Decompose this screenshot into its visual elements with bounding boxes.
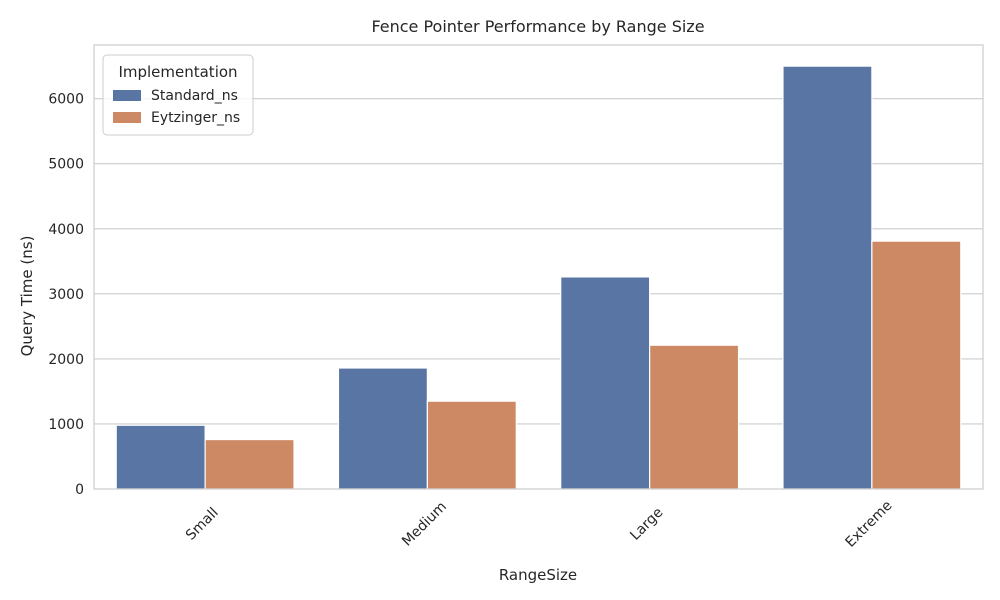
bar-standard-ns-medium [337,367,428,490]
legend-title: Implementation [118,63,237,81]
plot-frame [93,44,984,490]
x-tick-label: Large [627,505,666,544]
bar-standard-ns-large [560,276,651,490]
x-tick-label: Extreme [843,498,896,551]
y-tick-label: 5000 [48,157,84,173]
legend: Implementation Standard_ns Eytzinger_ns [102,54,254,136]
bar-standard-ns-small [115,424,206,490]
bars [115,65,962,490]
legend-label: Eytzinger_ns [151,110,240,126]
y-tick-label: 2000 [48,352,84,368]
legend-swatch [113,90,141,101]
bar-eytzinger-ns-extreme [871,240,962,490]
y-tick-label: 1000 [48,417,84,433]
bar-eytzinger-ns-medium [426,400,517,490]
bar-eytzinger-ns-small [204,438,295,490]
x-tick-label: Small [183,505,222,544]
x-axis-title: RangeSize [499,566,577,584]
y-tick-label: 6000 [48,92,84,108]
chart-title: Fence Pointer Performance by Range Size [371,17,704,36]
y-tick-label: 0 [75,482,84,498]
x-axis-ticks: Small Medium Large Extreme [183,498,896,551]
legend-label: Standard_ns [151,88,238,104]
y-axis-ticks: 0 1000 2000 3000 4000 5000 6000 [48,92,84,498]
legend-swatch [113,112,141,123]
bar-eytzinger-ns-large [649,344,740,490]
y-tick-label: 4000 [48,222,84,238]
bar-standard-ns-extreme [782,65,873,490]
y-axis-title: Query Time (ns) [18,236,36,357]
x-tick-label: Medium [399,499,450,550]
y-tick-label: 3000 [48,287,84,303]
